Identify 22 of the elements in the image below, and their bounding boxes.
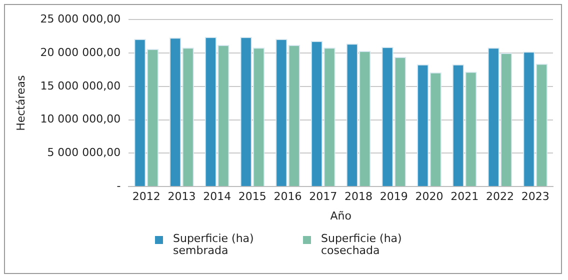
x-tick-label: 2020	[415, 190, 444, 204]
x-tick-label: 2022	[486, 190, 514, 204]
x-tick-label: 2014	[203, 190, 232, 204]
y-axis-title: Hectáreas	[14, 75, 28, 131]
x-tick-label: 2016	[274, 190, 302, 204]
y-tick-label: 20 000 000,00	[40, 46, 121, 59]
x-tick-label: 2023	[521, 190, 550, 204]
y-tick-label: 25 000 000,00	[40, 12, 121, 26]
y-tick-label: -	[116, 179, 121, 192]
x-tick-label: 2015	[238, 190, 266, 204]
x-tick-label: 2021	[450, 190, 479, 204]
x-axis-title: Año	[330, 209, 352, 222]
x-tick-label: 2012	[132, 190, 160, 204]
x-tick-label: 2017	[309, 190, 338, 204]
y-tick-label: 15 000 000,00	[40, 79, 121, 92]
x-tick-label: 2018	[344, 190, 373, 204]
y-tick-label: 10 000 000,00	[40, 112, 121, 126]
y-tick-label: 5 000 000,00	[47, 146, 121, 160]
x-tick-label: 2019	[380, 190, 408, 204]
legend-label: Superficie (ha) cosechada	[321, 232, 403, 257]
legend-label: Superficie (ha) sembrada	[173, 232, 255, 257]
x-tick-label: 2013	[168, 190, 196, 204]
